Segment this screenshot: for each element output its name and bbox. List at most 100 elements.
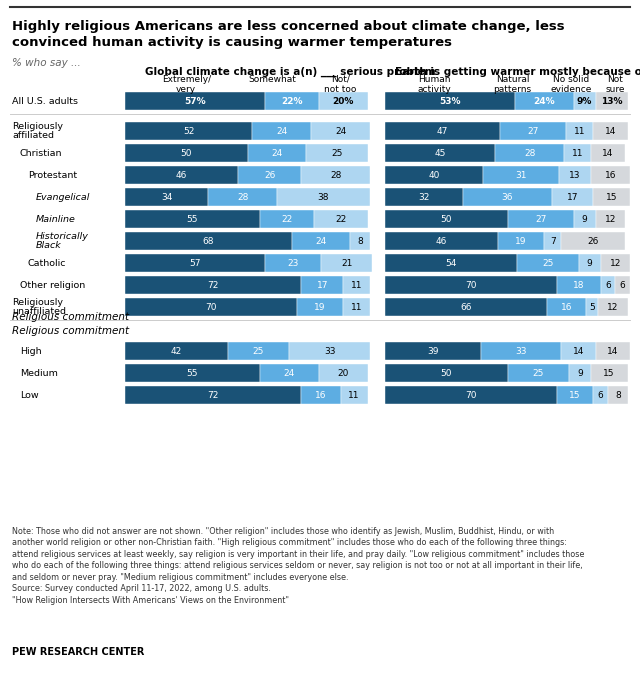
Text: 28: 28 — [330, 171, 341, 180]
FancyBboxPatch shape — [125, 232, 292, 250]
Text: 11: 11 — [351, 302, 362, 311]
Text: 7: 7 — [550, 236, 556, 246]
Text: 23: 23 — [287, 259, 298, 267]
Text: 24: 24 — [335, 126, 346, 136]
FancyBboxPatch shape — [596, 210, 625, 228]
Text: 19: 19 — [515, 236, 527, 246]
FancyBboxPatch shape — [561, 232, 625, 250]
FancyBboxPatch shape — [125, 254, 265, 272]
FancyBboxPatch shape — [301, 166, 370, 184]
FancyBboxPatch shape — [593, 122, 628, 140]
Text: 5: 5 — [589, 302, 595, 311]
Text: 25: 25 — [542, 259, 554, 267]
FancyBboxPatch shape — [463, 188, 552, 206]
Text: Other religion: Other religion — [20, 281, 85, 290]
Text: 9: 9 — [577, 369, 582, 377]
FancyBboxPatch shape — [125, 166, 237, 184]
Text: 53%: 53% — [439, 97, 461, 105]
Text: 28: 28 — [237, 192, 248, 202]
FancyBboxPatch shape — [292, 232, 351, 250]
Text: 21: 21 — [341, 259, 353, 267]
Text: 34: 34 — [161, 192, 172, 202]
Text: 72: 72 — [207, 281, 219, 290]
FancyBboxPatch shape — [517, 254, 579, 272]
Text: 38: 38 — [317, 192, 329, 202]
FancyBboxPatch shape — [252, 122, 311, 140]
FancyBboxPatch shape — [277, 188, 370, 206]
FancyBboxPatch shape — [385, 254, 517, 272]
FancyBboxPatch shape — [586, 298, 598, 316]
Text: Christian: Christian — [20, 148, 63, 157]
FancyBboxPatch shape — [319, 364, 367, 382]
FancyBboxPatch shape — [515, 92, 573, 110]
FancyBboxPatch shape — [385, 188, 463, 206]
Text: 70: 70 — [465, 391, 477, 400]
Text: 25: 25 — [532, 369, 544, 377]
Text: 13: 13 — [569, 171, 580, 180]
Text: 17: 17 — [566, 192, 578, 202]
Text: Natural
patterns: Natural patterns — [493, 75, 531, 94]
FancyBboxPatch shape — [559, 166, 591, 184]
FancyBboxPatch shape — [385, 166, 483, 184]
FancyBboxPatch shape — [340, 386, 367, 404]
Text: Protestant: Protestant — [28, 171, 77, 180]
FancyBboxPatch shape — [314, 210, 367, 228]
FancyBboxPatch shape — [248, 144, 307, 162]
Text: 25: 25 — [332, 148, 342, 157]
Text: 24: 24 — [271, 148, 282, 157]
Text: 70: 70 — [465, 281, 477, 290]
Text: Global climate change is a(n) ___ serious problem: Global climate change is a(n) ___ seriou… — [145, 67, 435, 77]
Text: Evangelical: Evangelical — [36, 192, 90, 202]
FancyBboxPatch shape — [593, 386, 608, 404]
FancyBboxPatch shape — [125, 92, 265, 110]
Text: PEW RESEARCH CENTER: PEW RESEARCH CENTER — [12, 647, 145, 657]
Text: 66: 66 — [460, 302, 472, 311]
FancyBboxPatch shape — [385, 122, 500, 140]
Text: 15: 15 — [604, 369, 615, 377]
Text: 9%: 9% — [577, 97, 593, 105]
Text: 31: 31 — [515, 171, 527, 180]
Text: 14: 14 — [602, 148, 614, 157]
FancyBboxPatch shape — [385, 92, 515, 110]
Text: 12: 12 — [607, 302, 618, 311]
Text: 54: 54 — [445, 259, 457, 267]
Text: 24: 24 — [276, 126, 287, 136]
FancyBboxPatch shape — [125, 144, 248, 162]
FancyBboxPatch shape — [208, 188, 277, 206]
Text: 27: 27 — [535, 215, 547, 223]
Text: Note: Those who did not answer are not shown. "Other religion" includes those wh: Note: Those who did not answer are not s… — [12, 527, 584, 605]
FancyBboxPatch shape — [125, 210, 260, 228]
FancyBboxPatch shape — [596, 342, 630, 360]
FancyBboxPatch shape — [591, 144, 625, 162]
Text: 18: 18 — [573, 281, 584, 290]
FancyBboxPatch shape — [573, 210, 596, 228]
FancyBboxPatch shape — [544, 232, 561, 250]
FancyBboxPatch shape — [351, 232, 370, 250]
FancyBboxPatch shape — [321, 254, 372, 272]
FancyBboxPatch shape — [508, 210, 573, 228]
Text: High: High — [20, 346, 42, 356]
Text: Religiously
affiliated: Religiously affiliated — [12, 122, 63, 140]
Text: 46: 46 — [436, 236, 447, 246]
Text: Catholic: Catholic — [28, 259, 67, 267]
Text: Medium: Medium — [20, 369, 58, 377]
Text: 14: 14 — [607, 346, 618, 356]
Text: 22: 22 — [281, 215, 292, 223]
Text: 33: 33 — [515, 346, 527, 356]
Text: 55: 55 — [187, 215, 198, 223]
Text: 14: 14 — [573, 346, 584, 356]
Text: 12: 12 — [610, 259, 621, 267]
Text: 50: 50 — [180, 148, 192, 157]
FancyBboxPatch shape — [598, 298, 628, 316]
FancyBboxPatch shape — [385, 364, 508, 382]
FancyBboxPatch shape — [573, 92, 596, 110]
FancyBboxPatch shape — [600, 276, 615, 294]
FancyBboxPatch shape — [301, 386, 340, 404]
FancyBboxPatch shape — [481, 342, 561, 360]
Text: Human
activity: Human activity — [417, 75, 451, 94]
Text: 15: 15 — [569, 391, 580, 400]
Text: 46: 46 — [175, 171, 187, 180]
Text: 12: 12 — [605, 215, 616, 223]
FancyBboxPatch shape — [579, 254, 600, 272]
Text: Earth is getting warmer mostly because of ___: Earth is getting warmer mostly because o… — [395, 67, 640, 77]
